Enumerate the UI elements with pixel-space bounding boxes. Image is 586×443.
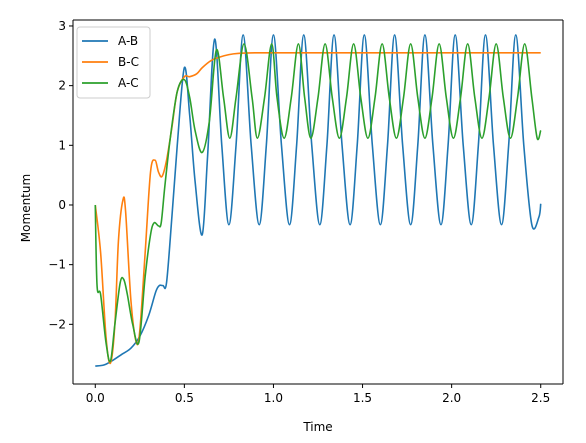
y-axis-label: Momentum (19, 174, 33, 242)
x-axis-ticks: 0.0 0.5 1.0 1.5 2.0 2.5 (86, 384, 550, 405)
y-tick-label: 2 (58, 79, 66, 93)
series-line-b-c (94, 51, 541, 365)
x-tick-label: 1.0 (264, 391, 283, 405)
series-layer (94, 34, 542, 367)
x-tick-label: 2.5 (531, 391, 550, 405)
y-tick-label: −1 (48, 258, 66, 272)
legend-box (76, 26, 151, 99)
y-tick-label: 0 (58, 198, 66, 212)
legend-label-a-b: A-B (118, 34, 138, 48)
x-tick-label: 2.0 (442, 391, 461, 405)
plot-frame (72, 19, 564, 385)
y-tick-label: −2 (48, 317, 66, 331)
x-tick-label: 0.0 (86, 391, 105, 405)
x-tick-label: 0.5 (175, 391, 194, 405)
legend-label-a-c: A-C (118, 76, 139, 90)
legend: A-B B-C A-C (76, 26, 151, 99)
y-axis-ticks: −2 −1 0 1 2 3 (48, 19, 73, 331)
x-tick-label: 1.5 (353, 391, 372, 405)
legend-label-b-c: B-C (118, 55, 139, 69)
series-line-a-c (94, 43, 542, 363)
y-tick-label: 1 (58, 138, 66, 152)
series-line-a-b (95, 34, 542, 367)
y-tick-label: 3 (58, 19, 66, 33)
x-axis-label: Time (302, 420, 332, 434)
